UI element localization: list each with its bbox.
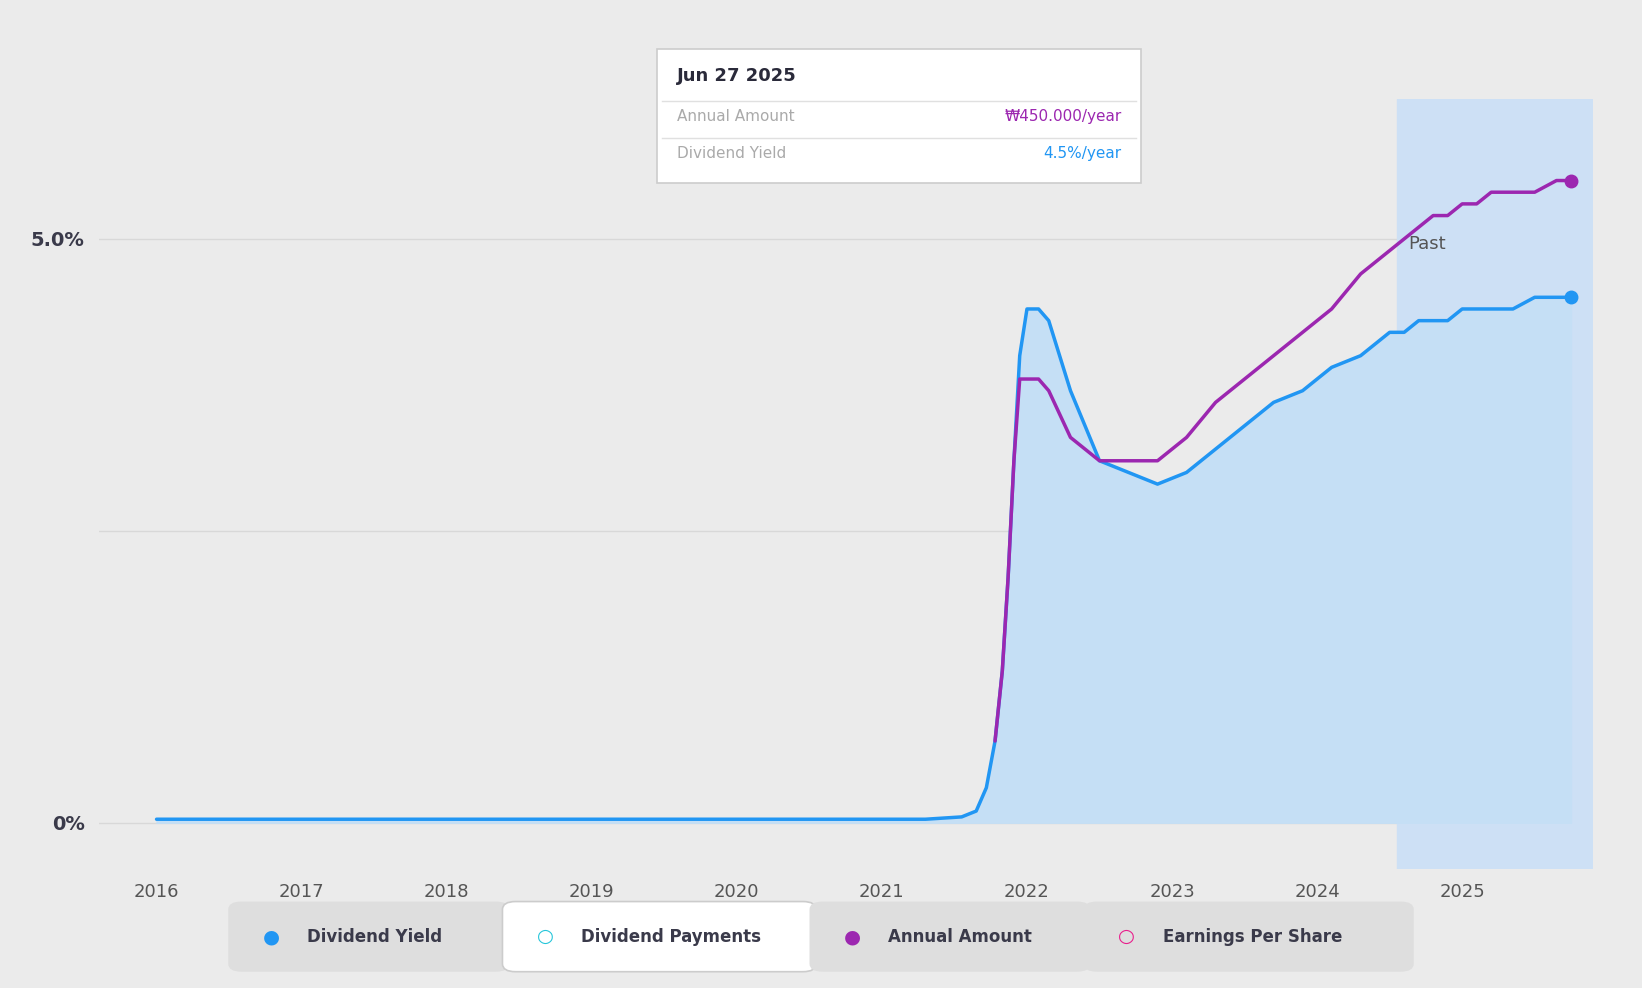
Text: ₩450.000/year: ₩450.000/year <box>1005 109 1121 124</box>
Text: Dividend Yield: Dividend Yield <box>677 146 787 161</box>
Text: Jun 27 2025: Jun 27 2025 <box>677 67 796 85</box>
Text: ●: ● <box>844 927 860 947</box>
Text: 4.5%/year: 4.5%/year <box>1043 146 1121 161</box>
Text: Earnings Per Share: Earnings Per Share <box>1163 928 1342 946</box>
Text: Dividend Yield: Dividend Yield <box>307 928 442 946</box>
Text: Annual Amount: Annual Amount <box>888 928 1033 946</box>
Text: Past: Past <box>1409 234 1447 253</box>
Text: ○: ○ <box>1118 927 1135 947</box>
Text: Annual Amount: Annual Amount <box>677 109 795 124</box>
Text: ○: ○ <box>537 927 553 947</box>
Text: Dividend Payments: Dividend Payments <box>581 928 762 946</box>
Text: ●: ● <box>263 927 279 947</box>
Bar <box>1397 99 1642 869</box>
